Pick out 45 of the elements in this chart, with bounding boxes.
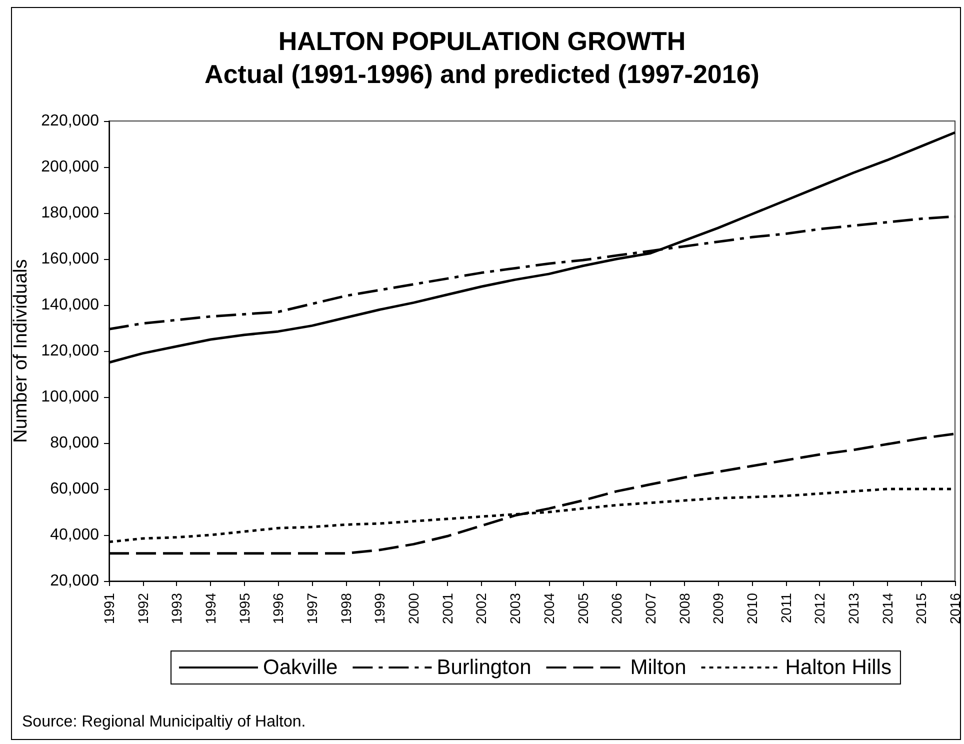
x-tick-label: 2009 <box>710 592 726 624</box>
y-tick-label: 200,000 <box>41 158 100 176</box>
x-tick-label: 2012 <box>812 592 828 624</box>
x-tick-label: 1995 <box>236 592 252 624</box>
x-tick-label: 2000 <box>406 592 422 624</box>
source-note: Source: Regional Municipaltiy of Halton. <box>22 714 306 730</box>
x-tick-label: 1992 <box>134 592 151 624</box>
y-tick-label: 120,000 <box>41 342 100 360</box>
x-tick-label: 2016 <box>947 592 963 624</box>
x-tick-label: 1993 <box>168 592 185 624</box>
y-tick-label: 140,000 <box>41 296 100 314</box>
x-tick-label: 1997 <box>304 592 320 624</box>
y-axis-title: Number of Individuals <box>10 259 32 443</box>
x-tick-label: 2005 <box>574 592 591 624</box>
x-tick-label: 2007 <box>642 592 658 624</box>
chart-title: HALTON POPULATION GROWTH <box>278 26 686 56</box>
x-tick-label: 1991 <box>101 592 117 624</box>
x-tick-label: 2004 <box>540 592 557 624</box>
x-tick-label: 2001 <box>439 592 456 624</box>
legend-label: Halton Hills <box>785 656 892 679</box>
x-tick-label: 1998 <box>338 592 354 624</box>
x-tick-label: 2011 <box>778 592 794 624</box>
y-tick-label: 160,000 <box>41 250 100 268</box>
x-tick-label: 1999 <box>372 592 388 624</box>
legend-label: Milton <box>630 656 686 679</box>
x-tick-label: 1994 <box>202 592 219 624</box>
x-tick-label: 2006 <box>608 592 625 624</box>
x-tick-label: 2008 <box>676 592 692 624</box>
chart-subtitle: Actual (1991-1996) and predicted (1997-2016) <box>204 59 760 89</box>
y-tick-label: 80,000 <box>50 434 100 452</box>
x-tick-label: 2003 <box>507 592 524 624</box>
x-tick-label: 2010 <box>744 592 760 624</box>
legend-label: Burlington <box>436 656 532 679</box>
legend-label: Oakville <box>263 656 338 679</box>
x-tick-label: 2015 <box>913 592 930 624</box>
y-tick-label: 40,000 <box>50 526 100 544</box>
y-tick-label: 20,000 <box>50 572 100 590</box>
y-tick-label: 100,000 <box>41 388 100 406</box>
y-tick-label: 60,000 <box>50 480 100 498</box>
y-tick-label: 220,000 <box>41 112 100 130</box>
x-tick-label: 1996 <box>270 592 286 624</box>
x-tick-label: 2002 <box>473 592 490 624</box>
x-tick-label: 2013 <box>845 592 862 624</box>
x-tick-label: 2014 <box>879 592 896 624</box>
y-tick-label: 180,000 <box>41 204 100 222</box>
